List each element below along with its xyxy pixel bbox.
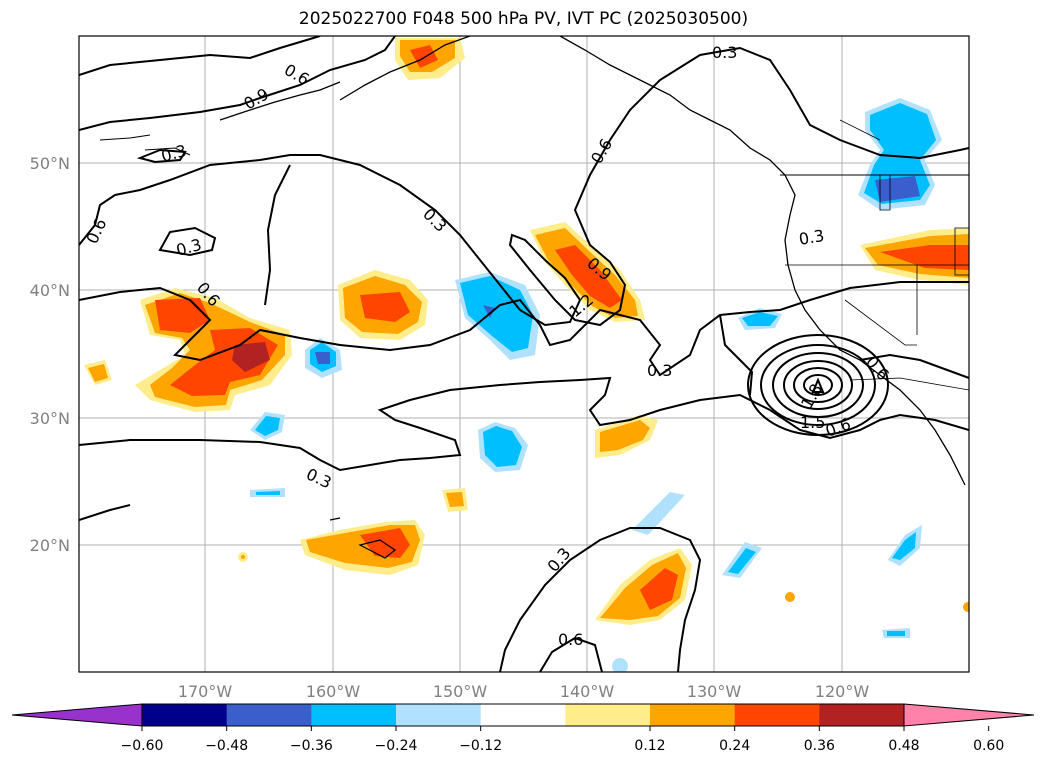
contour-label: 0.3 bbox=[712, 43, 737, 62]
lat-label: 30°N bbox=[30, 409, 70, 428]
colorbar-tick-label: 0.36 bbox=[804, 738, 835, 754]
contour-label: 0.3 bbox=[647, 361, 672, 380]
colorbar-tick-label: −0.48 bbox=[205, 738, 248, 754]
contour-label: 0.6 bbox=[558, 630, 583, 649]
colorbar-extend-high bbox=[903, 703, 1035, 727]
colorbar-tick-label: 0.24 bbox=[719, 738, 750, 754]
colorbar-tick-label: 0.48 bbox=[888, 738, 919, 754]
lat-axis: 50°N 40°N 30°N 20°N bbox=[30, 154, 70, 555]
ivt-shading bbox=[84, 38, 969, 672]
colorbar-extend-low bbox=[11, 703, 143, 727]
colorbar-segment bbox=[819, 704, 905, 726]
colorbar-segment bbox=[650, 704, 736, 726]
colorbar-tick-label: −0.36 bbox=[290, 738, 333, 754]
lon-label: 130°W bbox=[687, 682, 742, 701]
colorbar-segment bbox=[311, 704, 397, 726]
lon-label: 150°W bbox=[433, 682, 488, 701]
colorbar-segment bbox=[565, 704, 651, 726]
colorbar-tick-label: −0.24 bbox=[375, 738, 418, 754]
colorbar-tick-label: −0.12 bbox=[459, 738, 502, 754]
lat-label: 20°N bbox=[30, 536, 70, 555]
lon-label: 120°W bbox=[815, 682, 870, 701]
colorbar: −0.60 −0.48 −0.36 −0.24 −0.12 0.12 0.24 0.36 0.4… bbox=[11, 703, 1035, 754]
lon-label: 160°W bbox=[306, 682, 361, 701]
colorbar-segment bbox=[480, 704, 566, 726]
contour-label: 1.5 bbox=[800, 413, 825, 432]
colorbar-frame bbox=[141, 703, 905, 727]
colorbar-segment bbox=[734, 704, 820, 726]
contour-label: 0.3 bbox=[797, 226, 825, 249]
map-title: 2025022700 F048 500 hPa PV, IVT PC (2025… bbox=[298, 9, 749, 29]
colorbar-segment bbox=[142, 704, 228, 726]
colorbar-tick-label: −0.60 bbox=[121, 738, 164, 754]
lon-axis: 170°W 160°W 150°W 140°W 130°W 120°W bbox=[178, 682, 870, 701]
colorbar-segment bbox=[226, 704, 312, 726]
lat-label: 40°N bbox=[30, 281, 70, 300]
colorbar-segment bbox=[396, 704, 482, 726]
colorbar-tick-label: 0.12 bbox=[634, 738, 665, 754]
map-frame bbox=[78, 35, 970, 673]
colorbar-tick-label: 0.60 bbox=[973, 738, 1004, 754]
lat-label: 50°N bbox=[30, 154, 70, 173]
pv-contours bbox=[79, 36, 969, 672]
lon-label: 170°W bbox=[178, 682, 233, 701]
lon-label: 140°W bbox=[560, 682, 615, 701]
coastlines bbox=[99, 36, 969, 559]
